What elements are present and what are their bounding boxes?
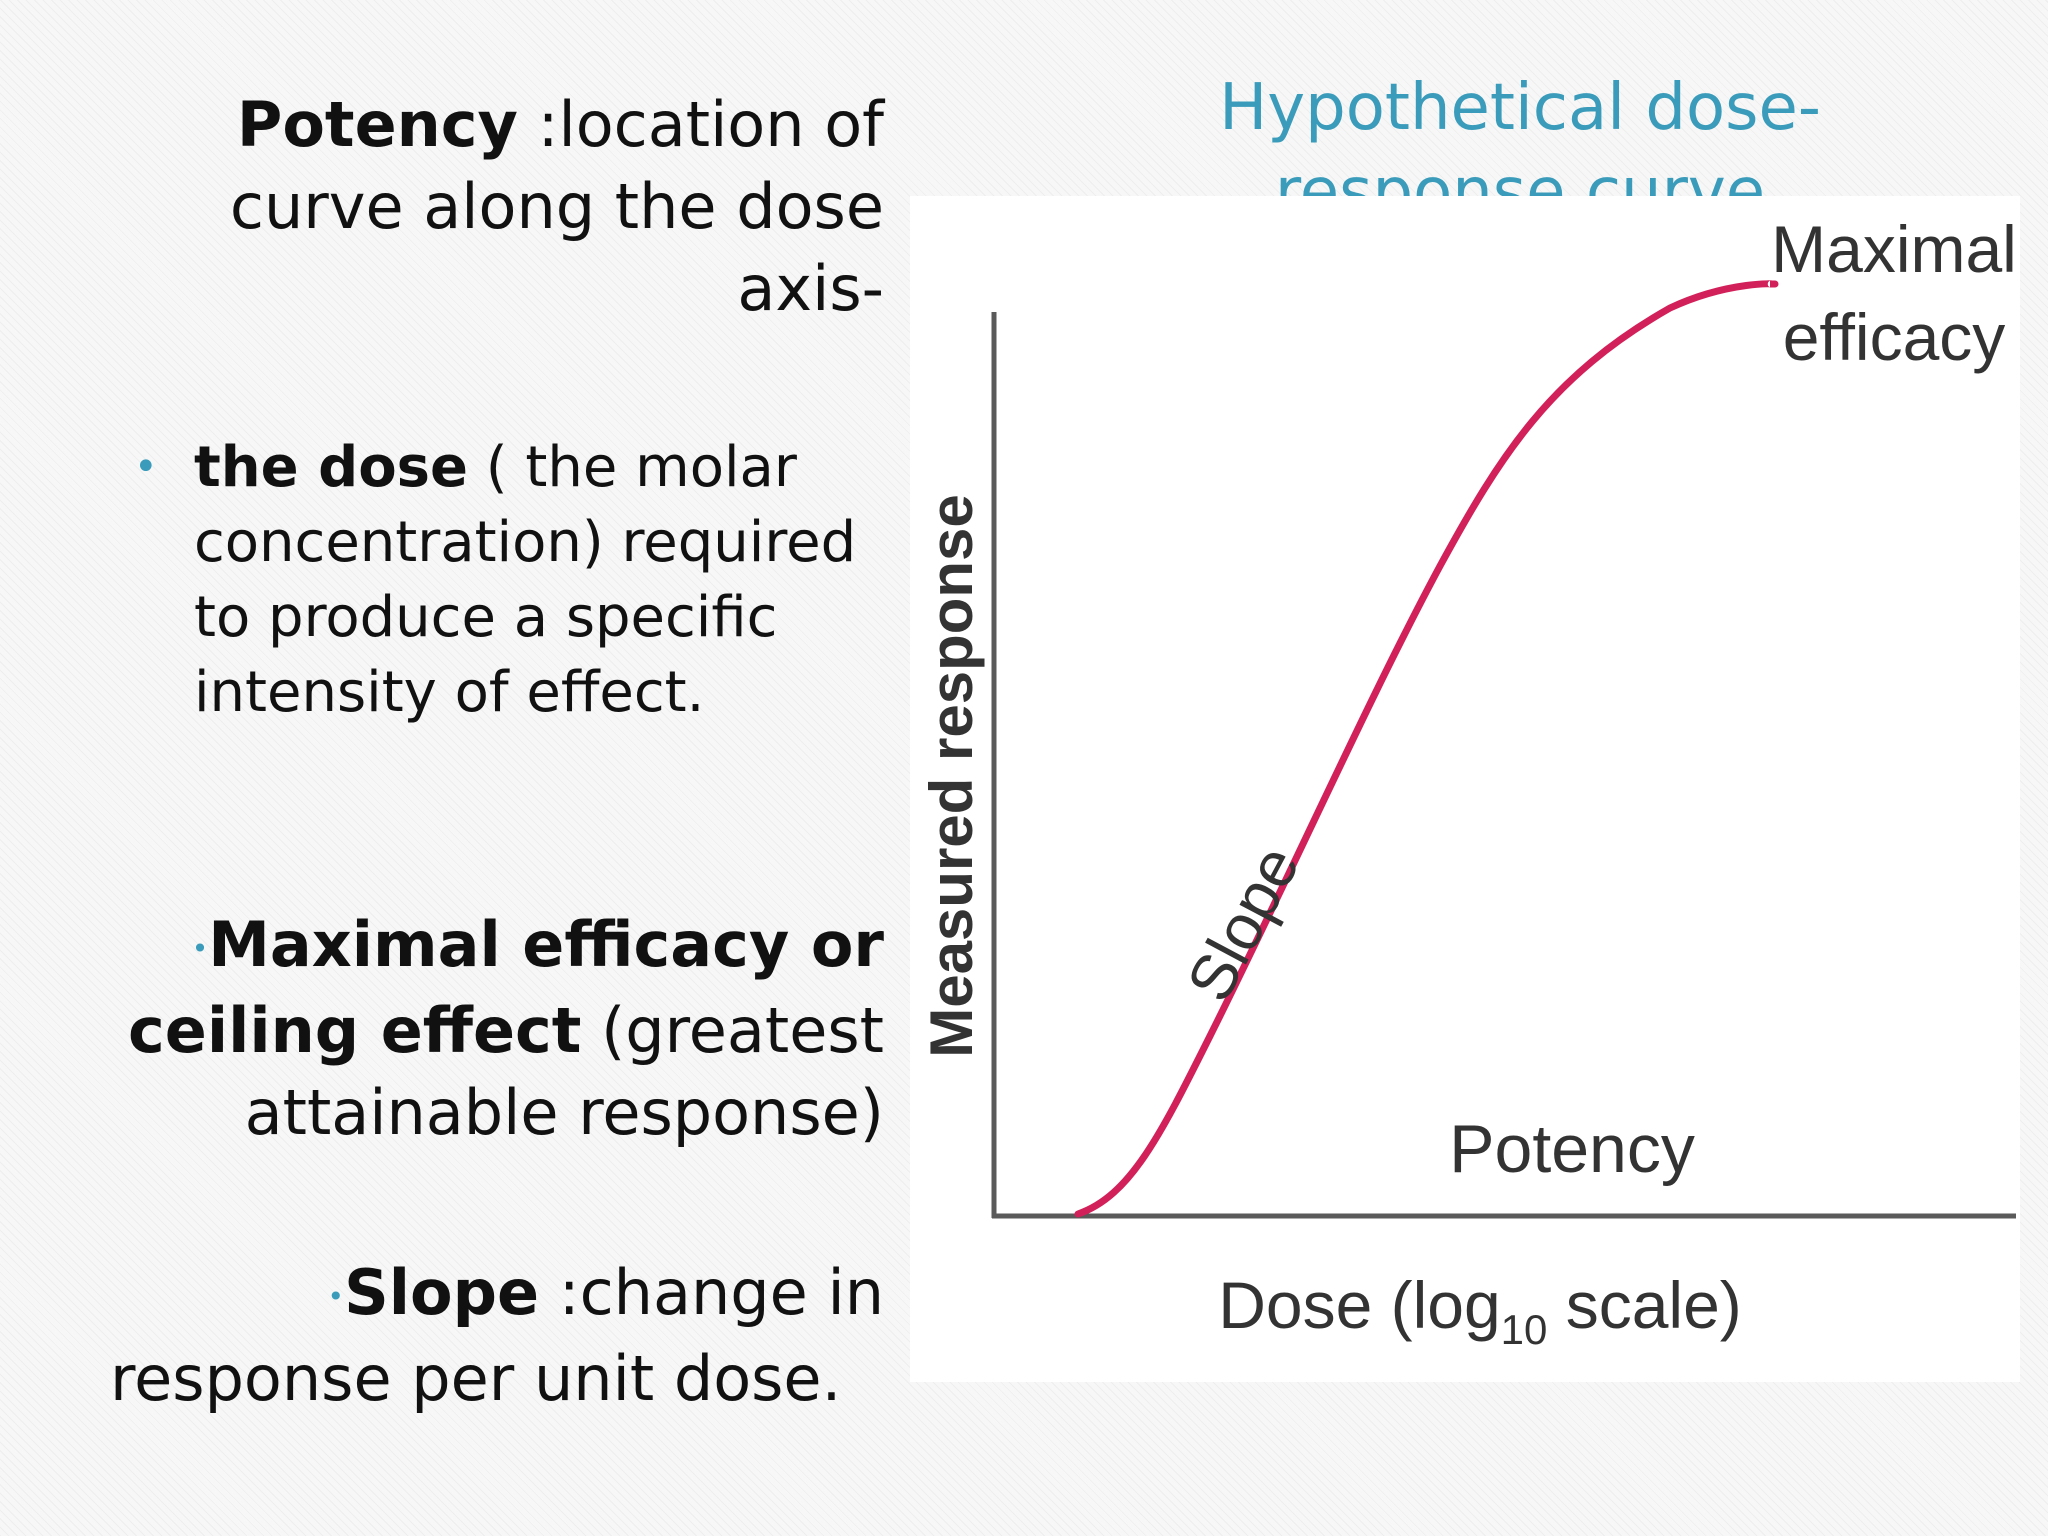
- maximal-label: Maximal: [1771, 212, 2017, 286]
- dose-desc: ( the molar concentration) required to p…: [194, 435, 857, 725]
- maximal-efficacy-definition: •Maximal efficacy or ceiling effect (gre…: [100, 904, 884, 1154]
- slope-line-1: •Slope :change in: [100, 1252, 884, 1338]
- potency-desc-1: :location of: [517, 88, 884, 161]
- x-axis-label-subscript: 10: [1501, 1306, 1548, 1353]
- dose-bullet-text: the dose ( the molar concentration) requ…: [194, 430, 862, 730]
- max-line-2: ceiling effect (greatest: [100, 990, 884, 1072]
- max-desc-2: (greatest: [581, 993, 884, 1067]
- max-term-2: ceiling effect: [128, 993, 582, 1067]
- potency-definition: Potency :location of curve along the dos…: [100, 84, 884, 330]
- max-term-1: Maximal efficacy or: [208, 908, 884, 981]
- potency-term: Potency: [236, 88, 518, 161]
- figure-title: Hypothetical dose-response curve: [1219, 71, 1821, 216]
- potency-label: Potency: [1449, 1111, 1695, 1187]
- slope-term: Slope: [344, 1256, 539, 1329]
- dose-response-figure: Maximal efficacy Slope Potency Measured …: [910, 196, 2020, 1382]
- x-axis-label-suffix: scale): [1547, 1268, 1741, 1342]
- bullet-icon: •: [134, 444, 158, 490]
- dose-term: the dose: [194, 435, 468, 500]
- dose-response-curve: [1074, 280, 1779, 1218]
- slope-line-2: response per unit dose.: [110, 1341, 842, 1415]
- slope-label: Slope: [1173, 834, 1313, 1012]
- slope-desc-1: :change in: [539, 1256, 884, 1329]
- bullet-icon: •: [191, 931, 209, 965]
- max-line-1: •Maximal efficacy or: [100, 904, 884, 990]
- potency-line-1: Potency :location of: [100, 84, 884, 166]
- efficacy-label: efficacy: [1783, 300, 2006, 374]
- dose-response-diagram: Maximal efficacy Slope Potency Measured …: [918, 212, 2017, 1353]
- potency-line-2: curve along the dose: [229, 170, 884, 243]
- potency-line-3: axis-: [737, 252, 884, 325]
- y-axis-label: Measured response: [918, 494, 985, 1058]
- max-line-3: attainable response): [244, 1075, 884, 1149]
- bullet-icon: •: [327, 1279, 345, 1313]
- x-axis-label-prefix: Dose (log: [1218, 1268, 1500, 1342]
- slope-definition: •Slope :change in response per unit dose…: [100, 1252, 884, 1420]
- x-axis-label: Dose (log10 scale): [1218, 1268, 1742, 1353]
- dose-bullet: • the dose ( the molar concentration) re…: [134, 430, 862, 730]
